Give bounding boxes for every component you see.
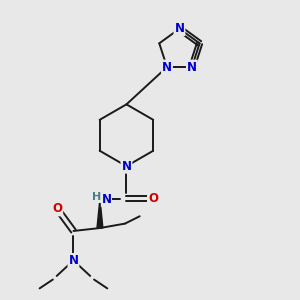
Polygon shape — [97, 199, 103, 228]
Text: N: N — [162, 61, 172, 74]
Text: N: N — [122, 160, 131, 173]
Text: N: N — [187, 61, 197, 74]
Text: O: O — [148, 192, 158, 205]
Text: H: H — [92, 192, 101, 203]
Text: N: N — [68, 254, 78, 267]
Text: O: O — [52, 202, 62, 215]
Text: N: N — [174, 22, 184, 35]
Text: N: N — [101, 193, 111, 206]
